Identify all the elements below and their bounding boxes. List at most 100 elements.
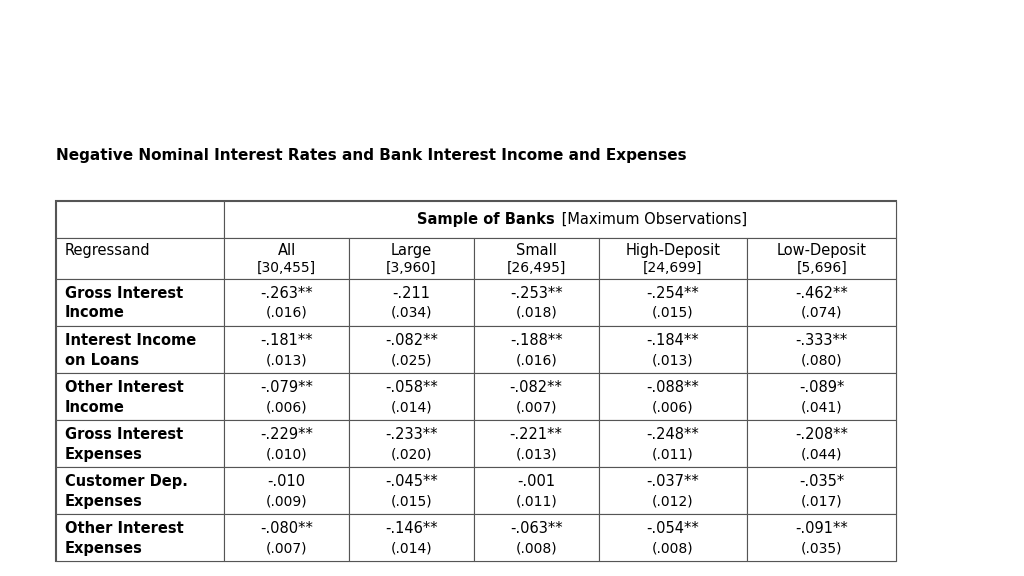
Bar [349, 279, 474, 326]
Text: (.006): (.006) [266, 400, 307, 414]
Bar [474, 238, 598, 279]
Bar [598, 238, 748, 279]
Bar [598, 467, 748, 514]
Bar [748, 279, 896, 326]
Text: (.015): (.015) [652, 306, 693, 320]
Text: Gross Interest: Gross Interest [65, 286, 182, 301]
Text: (.007): (.007) [266, 541, 307, 555]
Bar [349, 326, 474, 373]
Text: [5,696]: [5,696] [797, 260, 847, 275]
Text: -.263**: -.263** [260, 286, 313, 301]
Bar [56, 373, 224, 420]
Text: (.013): (.013) [266, 353, 307, 367]
Bar [349, 467, 474, 514]
Bar [748, 467, 896, 514]
Text: [30,455]: [30,455] [257, 260, 316, 275]
Text: -.080**: -.080** [260, 521, 313, 536]
Text: (.010): (.010) [266, 447, 307, 461]
Text: (.007): (.007) [515, 400, 557, 414]
Text: -.045**: -.045** [385, 474, 437, 489]
Bar [224, 467, 349, 514]
Text: (.016): (.016) [515, 353, 557, 367]
Text: (.011): (.011) [652, 447, 694, 461]
Text: (.013): (.013) [515, 447, 557, 461]
Text: (.020): (.020) [390, 447, 432, 461]
Text: Income: Income [65, 305, 124, 320]
Bar [474, 420, 598, 467]
Text: Large: Large [391, 242, 432, 257]
Text: Expenses: Expenses [65, 541, 142, 556]
Bar [598, 514, 748, 562]
Text: -.037**: -.037** [646, 474, 699, 489]
Bar [349, 373, 474, 420]
Text: -.211: -.211 [392, 286, 430, 301]
Bar [224, 420, 349, 467]
Bar [56, 467, 224, 514]
Text: (.008): (.008) [652, 541, 693, 555]
Text: -.088**: -.088** [646, 380, 699, 395]
Bar [349, 238, 474, 279]
Text: Negative Nominal Interest Rates and Bank Interest Income and Expenses: Negative Nominal Interest Rates and Bank… [56, 147, 687, 162]
Text: (.080): (.080) [801, 353, 843, 367]
Text: -.248**: -.248** [646, 427, 699, 442]
Text: (.013): (.013) [652, 353, 693, 367]
Bar [474, 514, 598, 562]
Bar [748, 514, 896, 562]
Bar [474, 373, 598, 420]
Text: -.010: -.010 [267, 474, 306, 489]
Bar [748, 238, 896, 279]
Bar [224, 238, 349, 279]
Bar [598, 279, 748, 326]
Bar [224, 373, 349, 420]
Bar [56, 420, 224, 467]
Text: Other Interest: Other Interest [65, 380, 183, 395]
Text: (.035): (.035) [801, 541, 843, 555]
Bar [56, 514, 224, 562]
Text: Expenses: Expenses [65, 446, 142, 461]
Text: (.016): (.016) [266, 306, 307, 320]
Bar [224, 326, 349, 373]
Bar [56, 326, 224, 373]
Bar [474, 279, 598, 326]
Text: -.146**: -.146** [385, 521, 437, 536]
Text: (.014): (.014) [390, 541, 432, 555]
Text: -.063**: -.063** [510, 521, 562, 536]
Text: Gross Interest: Gross Interest [65, 427, 182, 442]
Text: [3,960]: [3,960] [386, 260, 436, 275]
Bar [56, 238, 224, 279]
Bar [224, 201, 896, 238]
Text: (.014): (.014) [390, 400, 432, 414]
Bar [598, 326, 748, 373]
Text: -.184**: -.184** [646, 333, 699, 348]
Text: -.181**: -.181** [260, 333, 313, 348]
Text: -.221**: -.221** [510, 427, 562, 442]
Text: (.017): (.017) [801, 494, 843, 508]
Bar [56, 201, 896, 562]
Text: -.253**: -.253** [510, 286, 562, 301]
Bar [598, 420, 748, 467]
Text: (.025): (.025) [390, 353, 432, 367]
Text: Expenses: Expenses [65, 494, 142, 509]
Text: -.082**: -.082** [385, 333, 438, 348]
Text: Sample of Banks: Sample of Banks [417, 212, 555, 227]
Bar [224, 279, 349, 326]
Bar [748, 373, 896, 420]
Text: -.035*: -.035* [799, 474, 844, 489]
Text: -.054**: -.054** [646, 521, 699, 536]
Text: [Maximum Observations]: [Maximum Observations] [557, 212, 748, 227]
Bar [349, 420, 474, 467]
Text: -.208**: -.208** [796, 427, 848, 442]
Text: Small: Small [516, 242, 557, 257]
Text: -.091**: -.091** [796, 521, 848, 536]
Text: Other Interest: Other Interest [65, 521, 183, 536]
Text: Results for decomposed of net interest income: Results for decomposed of net interest i… [0, 28, 949, 62]
Text: on Loans: on Loans [65, 353, 138, 367]
Text: -.079**: -.079** [260, 380, 313, 395]
Text: Regressand: Regressand [65, 242, 151, 257]
Text: (.044): (.044) [801, 447, 843, 461]
Text: -.233**: -.233** [385, 427, 437, 442]
Text: (.015): (.015) [390, 494, 432, 508]
Text: [24,699]: [24,699] [643, 260, 702, 275]
Text: -.188**: -.188** [510, 333, 562, 348]
Text: -.254**: -.254** [646, 286, 699, 301]
